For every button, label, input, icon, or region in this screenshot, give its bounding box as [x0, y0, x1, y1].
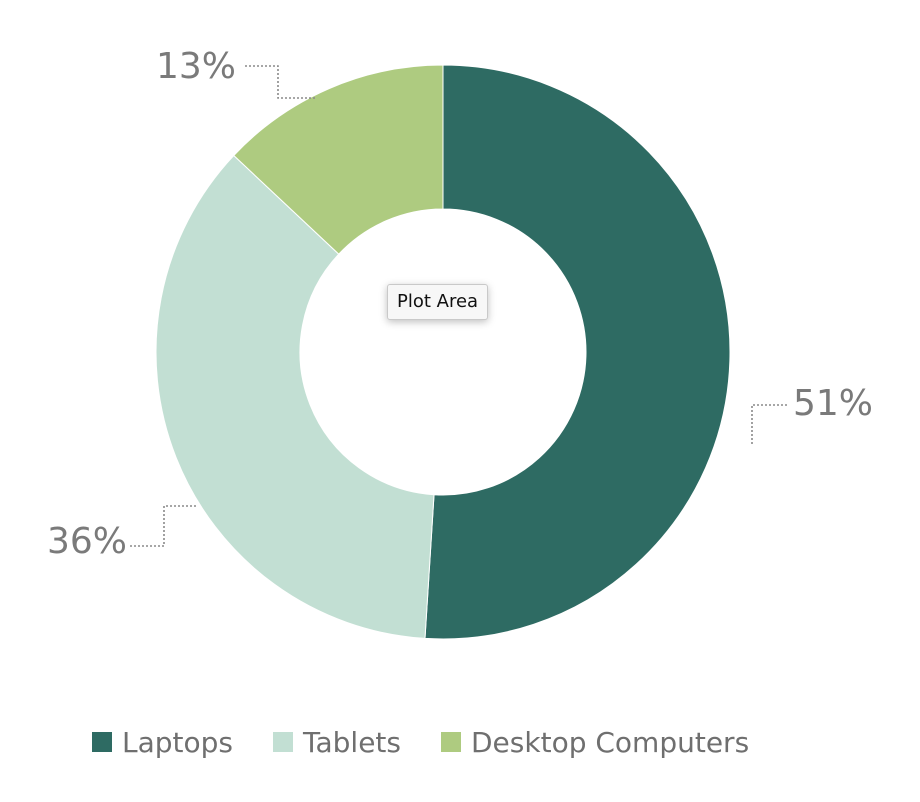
legend-item-laptops[interactable]: Laptops — [92, 726, 233, 759]
legend-swatch-desktop-computers — [441, 732, 461, 752]
legend-label-desktop-computers: Desktop Computers — [471, 725, 750, 759]
slice-tablets[interactable] — [155, 154, 435, 639]
legend-label-laptops: Laptops — [122, 725, 234, 759]
donut-slices — [155, 64, 731, 640]
leader-line-tablets — [130, 505, 196, 547]
data-label-desktop-computers: 13% — [156, 46, 236, 87]
leader-line-desktop-computers — [243, 65, 315, 99]
legend-label-tablets: Tablets — [303, 725, 401, 759]
legend-item-desktop-computers[interactable]: Desktop Computers — [441, 726, 749, 759]
slice-laptops[interactable] — [424, 64, 731, 640]
chart-legend: Laptops Tablets Desktop Computers — [92, 722, 789, 762]
slice-desktop-computers[interactable] — [233, 64, 444, 255]
legend-swatch-tablets — [273, 732, 294, 752]
plot-area-tooltip: Plot Area — [387, 284, 489, 320]
data-label-tablets: 36% — [47, 521, 127, 562]
legend-swatch-laptops — [92, 732, 112, 752]
legend-item-tablets[interactable]: Tablets — [273, 726, 401, 759]
leader-line-laptops — [751, 404, 787, 444]
data-label-laptops: 51% — [793, 383, 873, 424]
